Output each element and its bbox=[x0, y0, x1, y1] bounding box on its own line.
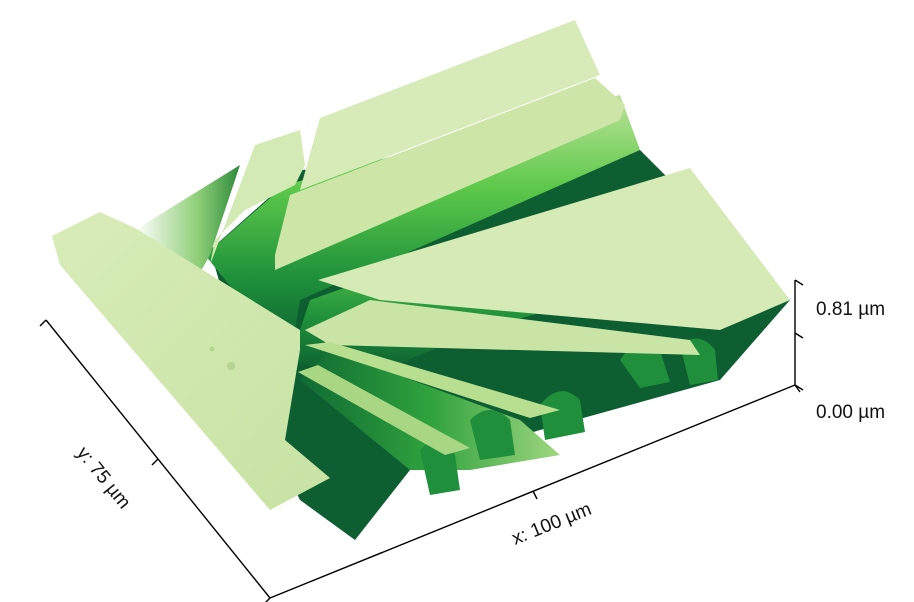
y-axis bbox=[39, 319, 271, 602]
y-axis-label: y: 75 µm bbox=[72, 443, 134, 513]
surface-pit bbox=[209, 346, 215, 352]
plateau-fan-2 bbox=[298, 365, 470, 455]
x-axis bbox=[269, 384, 801, 599]
x-axis-label: x: 100 µm bbox=[509, 499, 595, 550]
front-ribs bbox=[420, 338, 718, 495]
trench-wall bbox=[135, 165, 240, 290]
plateau-fan-1 bbox=[305, 342, 560, 418]
surface-pit bbox=[227, 362, 235, 370]
z-min-label: 0.00 µm bbox=[816, 402, 885, 423]
plateau-wedge bbox=[318, 168, 790, 330]
trench-wall bbox=[205, 95, 640, 360]
plateau-finger-2 bbox=[275, 78, 625, 270]
z-axis bbox=[794, 279, 804, 391]
plateau-upper-strip bbox=[210, 130, 305, 265]
plateau-finger-1 bbox=[300, 20, 600, 190]
plateau-lower-strip bbox=[305, 300, 700, 355]
plateau-left bbox=[52, 212, 330, 510]
z-max-label: 0.81 µm bbox=[816, 299, 885, 320]
